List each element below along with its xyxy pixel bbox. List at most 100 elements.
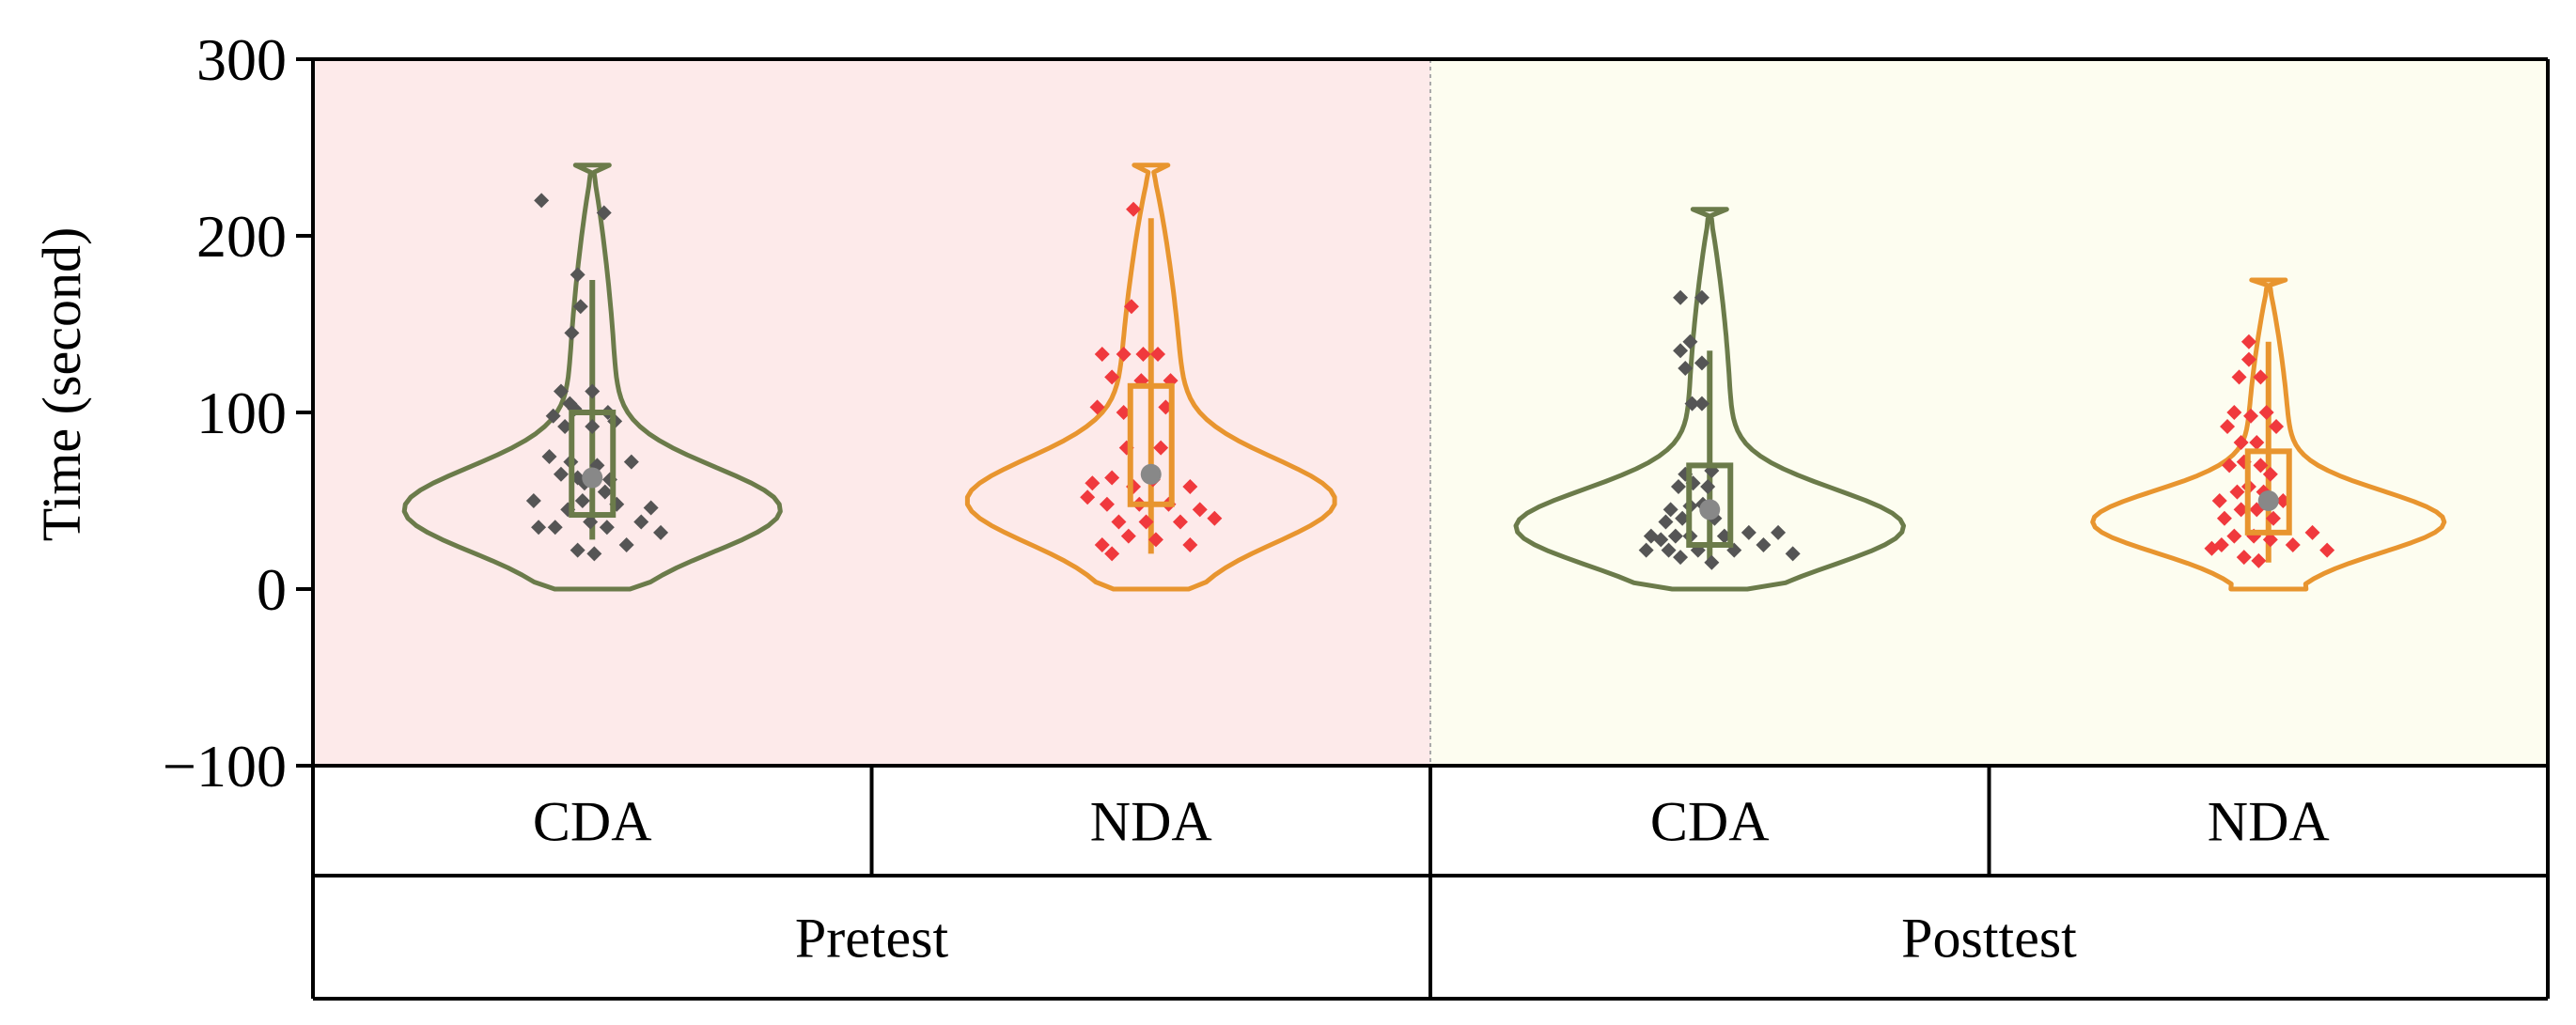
- data-point: [1771, 524, 1787, 540]
- data-point: [2240, 334, 2256, 349]
- data-point: [1785, 546, 1801, 562]
- data-point: [2226, 528, 2242, 544]
- data-point: [2229, 484, 2245, 500]
- category-label: CDA: [533, 791, 652, 853]
- data-point: [564, 325, 580, 341]
- data-point: [1147, 532, 1163, 548]
- data-point: [1704, 554, 1720, 570]
- data-point: [1138, 514, 1154, 530]
- violin-pretest-cda: [401, 163, 783, 592]
- data-point: [2265, 510, 2281, 526]
- data-point: [2253, 458, 2269, 474]
- data-point: [545, 408, 561, 424]
- y-tick-label: 300: [196, 26, 287, 93]
- data-point: [1670, 478, 1686, 494]
- data-point: [2236, 550, 2252, 566]
- category-label: NDA: [2208, 791, 2330, 853]
- data-point: [1694, 396, 1710, 412]
- data-point: [2285, 537, 2301, 552]
- data-point: [585, 383, 601, 399]
- data-point: [2243, 408, 2259, 424]
- mean-marker: [1140, 463, 1162, 485]
- data-point: [1123, 299, 1139, 315]
- pretest-background: [313, 59, 1430, 766]
- y-tick-label: 200: [196, 203, 287, 270]
- data-point: [2233, 434, 2249, 450]
- data-point: [2251, 552, 2267, 568]
- group-label: Posttest: [1901, 908, 2077, 970]
- data-point: [1089, 399, 1105, 415]
- data-point: [553, 466, 569, 482]
- data-point: [1094, 346, 1110, 362]
- data-point: [653, 524, 669, 540]
- data-point: [1638, 542, 1654, 558]
- mean-marker: [2257, 490, 2279, 511]
- data-point: [541, 449, 557, 464]
- data-point: [599, 520, 615, 536]
- data-point: [2222, 458, 2238, 474]
- data-point: [1094, 537, 1110, 552]
- data-point: [1085, 475, 1101, 491]
- data-point: [2240, 351, 2256, 367]
- data-point: [1104, 470, 1120, 486]
- data-point: [618, 537, 634, 552]
- data-point: [596, 205, 612, 221]
- data-point: [1099, 496, 1115, 512]
- box: [2244, 448, 2292, 536]
- data-point: [2216, 510, 2232, 526]
- data-point: [2262, 532, 2278, 548]
- y-tick-label: 0: [257, 556, 287, 623]
- data-point: [2304, 524, 2320, 540]
- data-point: [1667, 528, 1683, 544]
- data-point: [2226, 405, 2242, 420]
- data-point: [2253, 369, 2269, 385]
- data-point: [1694, 355, 1710, 371]
- y-tick-label: 100: [196, 380, 287, 446]
- data-point: [1080, 489, 1096, 505]
- data-point: [1120, 528, 1136, 544]
- mean-marker: [1699, 499, 1721, 520]
- data-point: [2213, 537, 2229, 552]
- data-point: [1694, 289, 1710, 305]
- data-point: [1673, 289, 1689, 305]
- data-point: [1111, 514, 1127, 530]
- category-label: NDA: [1090, 791, 1212, 853]
- data-point: [525, 493, 541, 508]
- data-point: [557, 419, 573, 435]
- box: [569, 410, 617, 519]
- data-point: [585, 419, 601, 435]
- data-point: [1126, 201, 1142, 217]
- data-point: [633, 514, 649, 530]
- data-point: [2211, 493, 2227, 508]
- posttest-background: [1430, 59, 2548, 766]
- data-point: [1663, 502, 1678, 518]
- data-point: [547, 520, 563, 536]
- data-point: [1653, 532, 1669, 548]
- data-point: [531, 520, 547, 536]
- category-label: CDA: [1650, 791, 1770, 853]
- data-point: [572, 299, 588, 315]
- violin-posttest-nda: [2090, 277, 2447, 592]
- category-table: CDA NDA Pretest CDA NDA Posttest: [311, 764, 2550, 1001]
- data-point: [2269, 419, 2285, 435]
- data-point: [1172, 514, 1188, 530]
- box: [1686, 462, 1734, 548]
- data-point: [2319, 542, 2335, 558]
- violin-pretest-nda: [964, 163, 1337, 592]
- data-point: [534, 193, 550, 209]
- data-point: [643, 500, 659, 516]
- data-point: [2249, 434, 2265, 450]
- data-point: [586, 546, 602, 562]
- data-point: [583, 514, 599, 530]
- data-point: [623, 454, 639, 470]
- data-point: [1658, 514, 1674, 530]
- data-point: [1116, 346, 1132, 362]
- data-point: [1682, 334, 1698, 349]
- data-point: [1182, 478, 1198, 494]
- group-label: Pretest: [795, 908, 949, 970]
- violins-layer: [401, 163, 2447, 592]
- data-point: [597, 484, 613, 500]
- data-point: [1684, 396, 1700, 412]
- data-point: [1673, 343, 1689, 359]
- data-point: [1756, 537, 1772, 552]
